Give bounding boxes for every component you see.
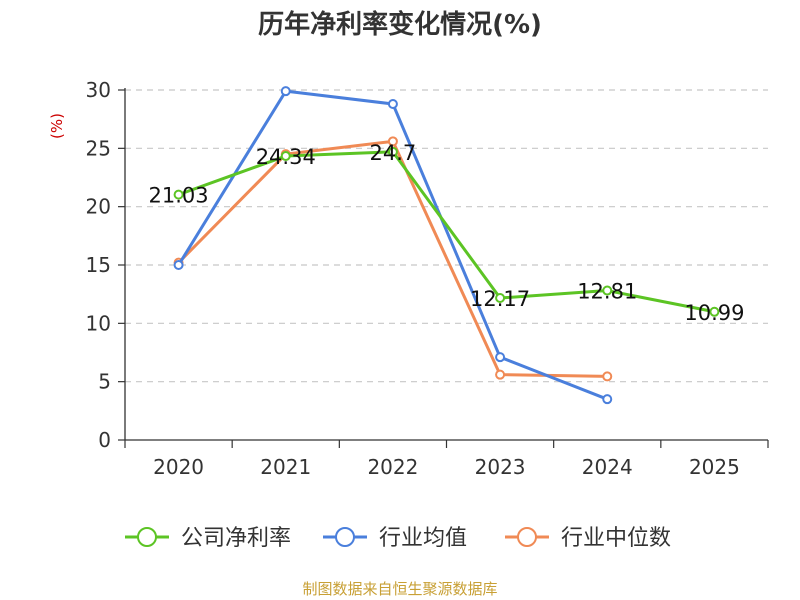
y-tick-label: 20 (86, 195, 111, 219)
data-point (387, 136, 398, 147)
y-tick-label: 0 (98, 428, 111, 452)
data-label: 12.81 (577, 280, 637, 304)
data-point (602, 394, 613, 405)
data-point (602, 371, 613, 382)
data-label: 24.34 (256, 145, 316, 169)
data-point (280, 151, 291, 162)
x-tick-label: 2020 (153, 455, 204, 479)
x-tick-label: 2025 (689, 455, 740, 479)
series-line (178, 150, 715, 314)
data-label: 21.03 (149, 184, 209, 208)
data-label: 10.99 (684, 301, 744, 325)
data-point (709, 306, 720, 317)
data-point (173, 189, 184, 200)
legend-label: 行业中位数 (561, 526, 671, 551)
data-point (387, 99, 398, 109)
x-tick-label: 2022 (367, 455, 418, 479)
data-point (173, 260, 184, 270)
data-point (387, 146, 398, 157)
data-point (495, 352, 506, 363)
y-tick-label: 10 (86, 311, 111, 335)
legend-label: 行业均值 (379, 526, 467, 551)
y-tick-label: 25 (86, 136, 111, 160)
y-tick-label: 15 (86, 253, 111, 277)
source-note: 制图数据来自恒生聚源数据库 (302, 580, 498, 598)
chart-title: 历年净利率变化情况(%) (258, 10, 542, 40)
data-point (495, 369, 506, 380)
data-point (495, 293, 506, 304)
data-point (602, 285, 613, 296)
y-tick-label: 5 (98, 370, 111, 394)
y-axis-label: (%) (48, 113, 66, 139)
data-point (280, 86, 291, 97)
data-label: 24.7 (370, 141, 417, 165)
data-label: 12.17 (470, 287, 530, 311)
legend-label: 公司净利率 (181, 526, 291, 551)
x-tick-label: 2023 (475, 455, 526, 479)
x-tick-label: 2024 (582, 455, 633, 479)
legend-marker (137, 527, 157, 547)
x-tick-label: 2021 (260, 455, 311, 479)
legend-marker (335, 527, 355, 547)
y-tick-label: 30 (86, 78, 111, 102)
legend-marker (517, 527, 537, 547)
series-line (177, 139, 608, 378)
